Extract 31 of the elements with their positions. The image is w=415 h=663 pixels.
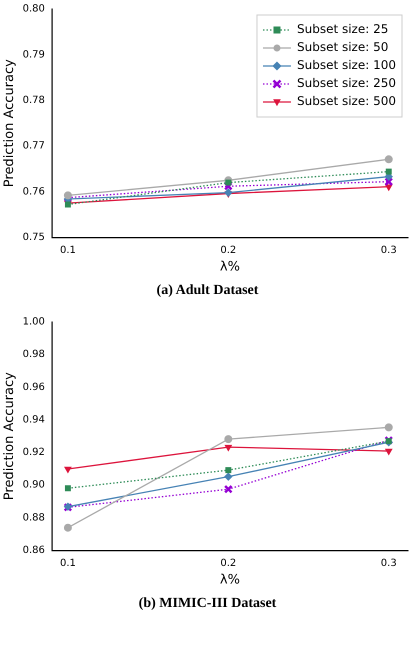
y-tick-label: 0.94 bbox=[22, 414, 45, 426]
legend-label: Subset size: 100 bbox=[296, 58, 396, 72]
text: (b) MIMIC-III Dataset bbox=[138, 596, 278, 612]
y-tick-label: 0.80 bbox=[22, 4, 45, 15]
y-tick-label: 0.86 bbox=[22, 544, 45, 556]
y-tick-label: 0.98 bbox=[22, 349, 45, 360]
x-axis-title: λ% bbox=[220, 260, 240, 275]
y-tick-label: 0.77 bbox=[22, 140, 45, 152]
y-tick-label: 0.78 bbox=[22, 94, 45, 106]
y-tick-label: 1.00 bbox=[22, 316, 45, 328]
text: (a) Adult Dataset bbox=[156, 283, 260, 299]
y-tick-label: 0.76 bbox=[22, 186, 45, 198]
y-axis-title: Prediction Accuracy bbox=[2, 372, 18, 500]
x-tick-label: 0.3 bbox=[380, 244, 397, 256]
y-tick-label: 0.88 bbox=[22, 512, 45, 524]
y-tick-label: 0.92 bbox=[22, 447, 45, 458]
legend-label: Subset size: 250 bbox=[296, 76, 396, 90]
x-tick-label: 0.3 bbox=[380, 558, 397, 569]
x-tick-label: 0.2 bbox=[220, 558, 236, 569]
x-tick-label: 0.2 bbox=[220, 244, 236, 256]
legend-label: Subset size: 500 bbox=[296, 94, 396, 108]
y-tick-label: 0.90 bbox=[22, 480, 45, 491]
x-axis-title: λ% bbox=[220, 572, 240, 588]
y-tick-label: 0.75 bbox=[22, 232, 45, 243]
x-tick-label: 0.1 bbox=[60, 558, 76, 569]
x-tick-label: 0.1 bbox=[60, 244, 76, 256]
legend-label: Subset size: 50 bbox=[296, 40, 388, 54]
y-axis-title: Prediction Accuracy bbox=[2, 58, 18, 188]
legend-label: Subset size: 25 bbox=[296, 22, 388, 36]
y-tick-label: 0.96 bbox=[22, 382, 45, 393]
y-tick-label: 0.79 bbox=[22, 49, 45, 60]
